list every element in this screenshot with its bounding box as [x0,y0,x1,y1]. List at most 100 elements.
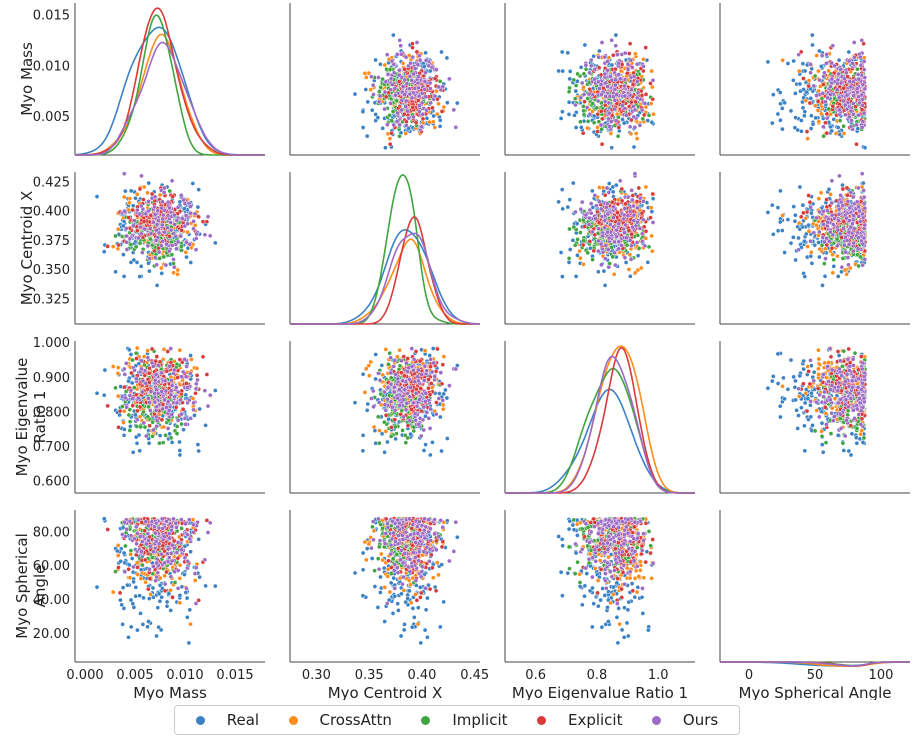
scatter-point-real [444,100,450,106]
scatter-point-real [360,109,366,115]
scatter-point-ours [596,226,602,232]
scatter-point-ours [821,209,826,214]
scatter-point-ours [417,103,422,108]
scatter-point-crossattn [817,246,823,252]
scatter-point-ours [811,230,817,236]
scatter-point-ours [137,211,143,217]
scatter-point-real [769,120,775,126]
scatter-point-ours [417,57,423,63]
scatter-point-ours [586,222,592,227]
scatter-point-ours [838,67,843,72]
scatter-point-real [777,219,783,225]
scatter-point-implicit [578,230,583,235]
scatter-point-ours [606,235,612,241]
scatter-point-ours [419,124,425,130]
scatter-point-crossattn [628,131,634,137]
scatter-point-ours [828,92,833,97]
scatter-point-explicit [580,242,586,248]
scatter-point-explicit [643,45,649,50]
scatter-point-ours [193,236,199,241]
scatter-point-ours [602,54,608,60]
scatter-point-ours [852,54,857,60]
x-tick-label: 0.6 [525,668,546,683]
scatter-point-real [769,202,775,208]
scatter-point-ours [415,62,421,68]
scatter-point-real [835,274,841,279]
scatter-point-real [556,68,561,74]
scatter-point-explicit [137,186,143,192]
scatter-point-crossattn [171,270,176,276]
scatter-point-real [157,433,163,438]
scatter-point-explicit [179,227,185,233]
scatter-point-ours [606,264,612,270]
scatter-point-ours [841,226,846,231]
scatter-point-ours [845,199,851,204]
scatter-point-ours [598,206,604,212]
scatter-point-ours [146,199,151,204]
scatter-point-explicit [170,194,176,199]
scatter-point-explicit [824,197,829,202]
scatter-point-ours [629,243,634,249]
scatter-point-real [806,222,811,228]
x-axis-label: Myo Mass [133,684,207,700]
scatter-point-ours [623,222,629,228]
scatter-point-real [182,206,187,211]
scatter-point-ours [630,197,635,203]
scatter-point-crossattn [611,271,617,277]
scatter-point-ours [194,231,199,237]
scatter-point-crossattn [643,184,649,190]
scatter-point-real [835,125,841,130]
scatter-point-crossattn [430,119,436,125]
y-tick-label: 0.600 [33,474,70,489]
scatter-point-ours [850,101,856,106]
scatter-point-ours [611,215,616,221]
scatter-point-ours [857,54,863,60]
scatter-point-real [809,210,814,216]
scatter-point-crossattn [110,244,116,249]
scatter-point-ours [409,77,415,83]
scatter-point-ours [848,108,854,114]
scatter-point-ours [834,87,840,93]
scatter-point-ours [861,187,866,193]
scatter-point-crossattn [833,131,839,136]
scatter-point-ours [623,112,629,118]
scatter-point-ours [205,214,211,220]
scatter-point-ours [395,110,401,116]
scatter-point-ours [428,86,433,91]
scatter-point-ours [625,67,631,72]
scatter-point-ours [629,87,634,93]
scatter-point-ours [604,185,610,191]
scatter-point-crossattn [649,248,655,254]
scatter-point-ours [404,122,409,128]
scatter-point-explicit [130,207,136,213]
scatter-point-explicit [141,197,146,202]
scatter-point-ours [627,209,633,214]
scatter-point-crossattn [816,196,822,201]
scatter-point-ours [859,124,865,130]
scatter-1-3 [765,171,868,288]
scatter-point-explicit [430,105,435,111]
scatter-point-ours [829,178,835,184]
scatter-point-ours [632,171,638,177]
scatter-point-real [130,449,136,455]
panel-3-3 [719,510,910,663]
scatter-point-crossattn [805,244,810,249]
scatter-point-explicit [598,108,604,114]
scatter-point-ours [134,207,140,213]
scatter-point-ours [398,51,404,57]
scatter-point-ours [143,211,149,217]
scatter-point-real [820,283,825,288]
scatter-point-real [649,209,655,214]
scatter-point-ours [861,235,867,241]
scatter-point-ours [598,241,604,247]
scatter-point-ours [857,218,863,224]
scatter-point-real [803,89,809,95]
scatter-point-real [130,203,136,209]
scatter-point-ours [829,76,835,82]
scatter-point-ours [599,40,605,45]
scatter-point-crossattn [818,190,824,196]
scatter-point-ours [625,194,631,200]
scatter-point-ours [416,93,422,99]
scatter-point-crossattn [183,249,189,255]
scatter-point-ours [175,204,181,210]
